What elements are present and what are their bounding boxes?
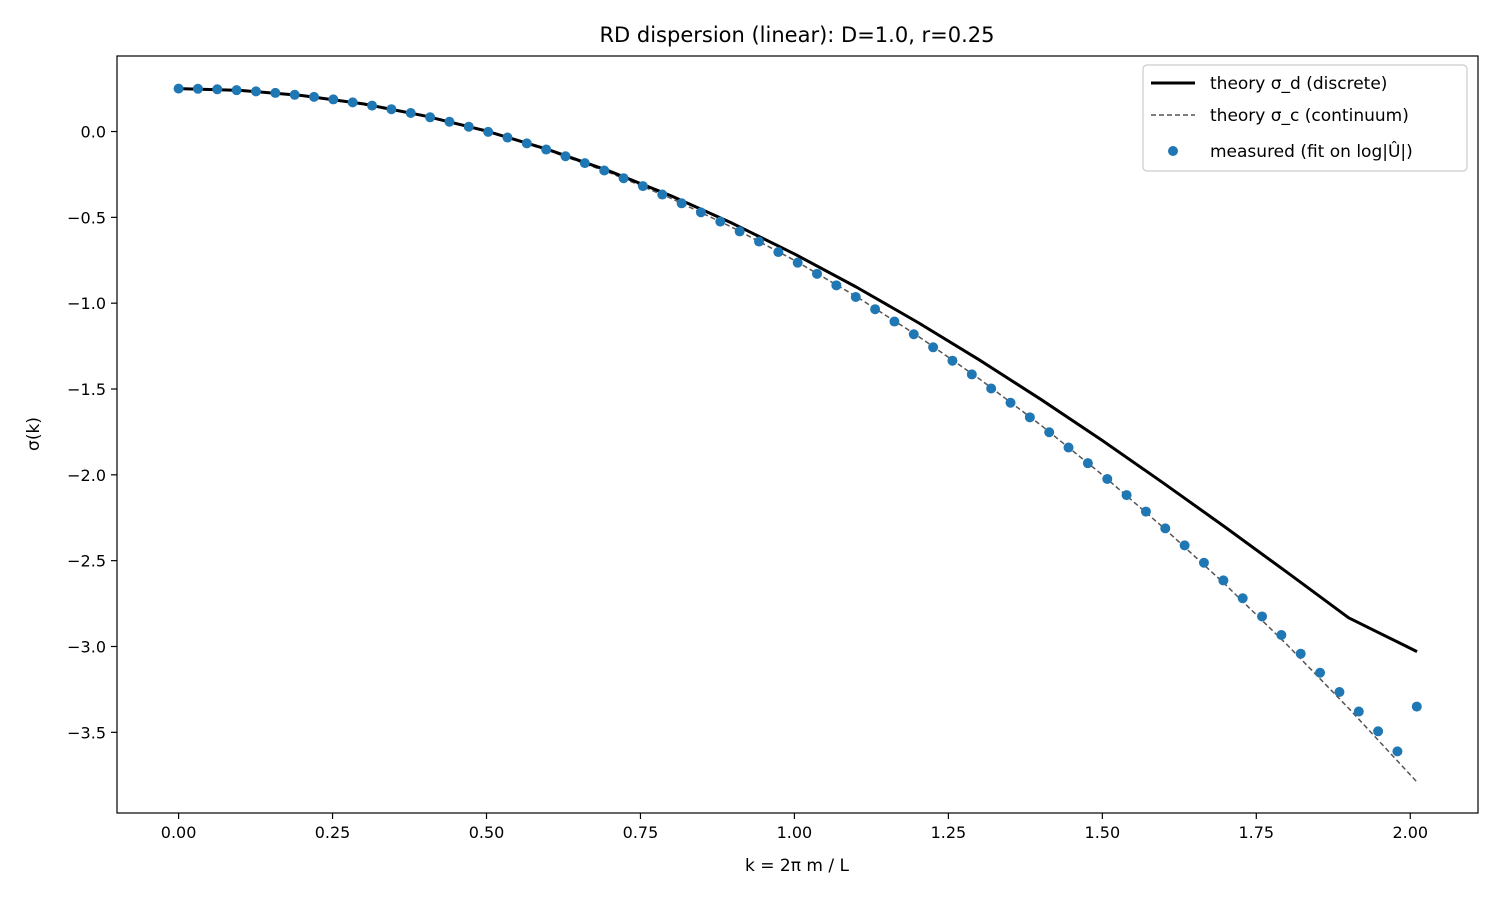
measured-point <box>695 207 706 218</box>
measured-point <box>405 107 416 118</box>
measured-point <box>734 226 745 237</box>
chart-title: RD dispersion (linear): D=1.0, r=0.25 <box>599 23 994 47</box>
y-tick-label: −1.0 <box>67 294 106 313</box>
measured-point <box>270 87 281 98</box>
measured-point <box>463 121 474 132</box>
measured-point <box>1140 506 1151 517</box>
measured-point <box>231 85 242 96</box>
measured-point <box>309 91 320 102</box>
measured-point <box>1121 490 1132 501</box>
measured-point <box>831 280 842 291</box>
y-tick-label: −3.5 <box>67 723 106 742</box>
x-tick-label: 2.00 <box>1392 823 1428 842</box>
x-tick-label: 0.00 <box>161 823 197 842</box>
measured-point <box>1102 473 1113 484</box>
legend-swatch-measured <box>1168 146 1178 156</box>
measured-point <box>386 104 397 115</box>
measured-point <box>1276 629 1287 640</box>
legend-label-discrete: theory σ_d (discrete) <box>1210 74 1387 94</box>
measured-point <box>1179 540 1190 551</box>
measured-point <box>773 247 784 258</box>
measured-point <box>850 292 861 302</box>
measured-point <box>1353 706 1364 717</box>
measured-point <box>1044 427 1055 438</box>
measured-point <box>328 94 339 105</box>
measured-point <box>192 83 203 94</box>
measured-point <box>812 268 823 279</box>
measured-point <box>1160 523 1171 534</box>
y-tick-label: −1.5 <box>67 380 106 399</box>
measured-point <box>212 84 223 95</box>
measured-point <box>657 189 668 200</box>
measured-point <box>599 165 610 176</box>
measured-point <box>889 316 900 327</box>
measured-point <box>1198 557 1209 568</box>
measured-point <box>792 257 803 268</box>
measured-point <box>173 83 184 94</box>
y-tick-label: 0.0 <box>81 123 106 142</box>
measured-point <box>560 151 571 162</box>
x-tick-label: 1.50 <box>1085 823 1121 842</box>
x-axis-label: k = 2π m / L <box>745 856 849 876</box>
measured-point <box>754 236 765 247</box>
y-tick-label: −3.0 <box>67 637 106 656</box>
measured-point <box>483 126 494 137</box>
measured-point <box>347 97 358 108</box>
series-line-discrete <box>178 87 1418 653</box>
measured-point <box>676 198 687 209</box>
measured-point <box>986 383 997 394</box>
measured-point <box>1257 611 1268 622</box>
measured-point <box>715 216 726 227</box>
series-layer <box>173 83 1422 783</box>
measured-point <box>947 355 958 366</box>
legend-label-continuum: theory σ_c (continuum) <box>1210 106 1409 126</box>
x-tick-label: 1.25 <box>931 823 967 842</box>
x-tick-label: 0.25 <box>315 823 351 842</box>
measured-point <box>1082 458 1093 469</box>
y-axis-label: σ(k) <box>24 417 44 451</box>
legend-label-measured: measured (fit on log|Û|) <box>1210 140 1413 162</box>
measured-point <box>1024 412 1035 423</box>
measured-point <box>966 369 977 380</box>
x-tick-label: 1.75 <box>1238 823 1274 842</box>
measured-point <box>1315 667 1326 678</box>
measured-point <box>521 138 532 149</box>
y-tick-label: −2.5 <box>67 552 106 571</box>
measured-point <box>1063 442 1074 453</box>
measured-point <box>928 342 939 353</box>
x-axis: 0.00 0.25 0.50 0.75 1.00 1.25 1.50 1.75 2.00 <box>161 813 1428 842</box>
measured-point <box>502 132 513 143</box>
measured-point <box>1334 686 1345 697</box>
legend: theory σ_d (discrete) theory σ_c (contin… <box>1142 64 1468 172</box>
measured-point <box>1373 726 1384 737</box>
x-tick-label: 0.50 <box>469 823 505 842</box>
plot-area <box>116 55 1479 814</box>
measured-point <box>579 158 590 169</box>
measured-point <box>367 100 378 111</box>
x-tick-label: 0.75 <box>623 823 659 842</box>
measured-point <box>1218 575 1229 586</box>
measured-point <box>637 181 648 192</box>
plot-frame <box>116 55 1479 814</box>
measured-point <box>289 89 300 100</box>
measured-point <box>1237 593 1248 604</box>
legend-box <box>1142 64 1468 172</box>
y-tick-label: −2.0 <box>67 466 106 485</box>
measured-point <box>444 116 455 127</box>
measured-point <box>541 144 552 155</box>
measured-point <box>1411 701 1422 712</box>
measured-point <box>1392 746 1403 757</box>
x-tick-label: 1.00 <box>777 823 813 842</box>
y-axis: 0.0 −0.5 −1.0 −1.5 −2.0 −2.5 −3.0 −3.5 <box>67 123 117 742</box>
measured-point <box>1005 397 1016 408</box>
measured-point <box>1295 648 1306 659</box>
measured-point <box>250 86 261 97</box>
measured-point <box>425 112 436 123</box>
measured-point <box>618 173 629 184</box>
measured-point <box>870 304 881 315</box>
measured-point <box>908 329 919 340</box>
y-tick-label: −0.5 <box>67 208 106 227</box>
